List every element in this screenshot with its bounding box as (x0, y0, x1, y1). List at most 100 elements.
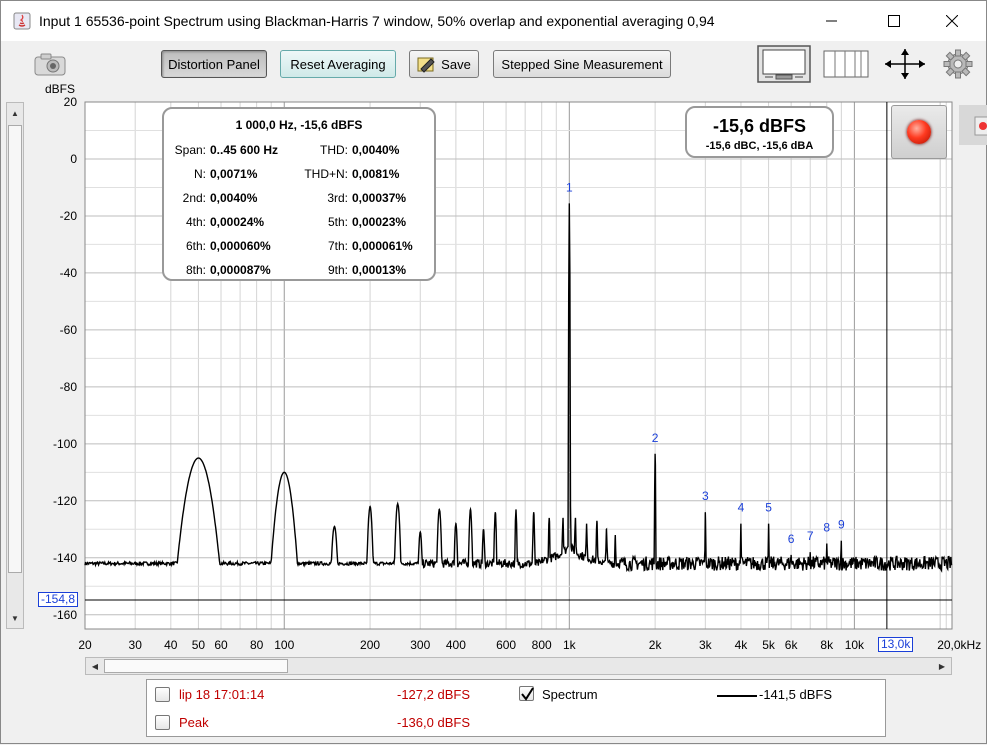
peak-name: Peak (179, 715, 209, 730)
h7-label: 7th: (327, 239, 348, 253)
checkmark-icon (521, 687, 534, 701)
y-tick-label: 0 (70, 152, 77, 166)
spectrum-checkbox[interactable] (519, 686, 534, 701)
distortion-info-panel: 1 000,0 Hz, -15,6 dBFS Span: 0..45 600 H… (162, 107, 436, 281)
h7-value: 0,000061% (352, 239, 413, 253)
x-tick-label: 50 (192, 638, 206, 652)
span-value: 0..45 600 Hz (210, 143, 279, 157)
save-pencil-icon (417, 57, 435, 73)
vertical-scroll-thumb[interactable] (8, 125, 22, 573)
y-tick-label: -20 (60, 209, 78, 223)
x-tick-label: 200 (360, 638, 380, 652)
level-weighted-values: -15,6 dBC, -15,6 dBA (705, 140, 814, 152)
side-panel-edge (959, 105, 987, 145)
x-tick-label: 20,0kHz (937, 638, 981, 652)
maximize-button[interactable] (871, 1, 917, 41)
window-title: Input 1 65536-point Spectrum using Black… (39, 13, 715, 29)
camera-icon (34, 53, 66, 76)
spectrum-line-swatch (717, 695, 757, 697)
screenshot-button[interactable] (31, 51, 69, 79)
h9-label: 9th: (327, 263, 348, 277)
close-icon (946, 15, 958, 27)
peak-checkbox[interactable] (155, 715, 170, 730)
save-button[interactable]: Save (409, 50, 479, 78)
x-tick-label: 20 (78, 638, 92, 652)
x-cursor-readout: 13,0k (878, 637, 914, 652)
minimize-icon (826, 20, 837, 22)
trace-legend: lip 18 17:01:14 -127,2 dBFS Peak -136,0 … (146, 679, 886, 737)
x-tick-label: 3k (699, 638, 713, 652)
h5-label: 5th: (327, 215, 348, 229)
vertical-grid-icon (823, 50, 869, 78)
x-tick-label: 400 (446, 638, 466, 652)
pan-zoom-button[interactable] (881, 45, 929, 83)
x-tick-label: 30 (129, 638, 143, 652)
distortion-panel-button[interactable]: Distortion Panel (161, 50, 267, 78)
h2-label: 2nd: (182, 191, 206, 205)
scroll-down-arrow-icon[interactable]: ▼ (11, 613, 19, 623)
x-tick-label: 40 (164, 638, 178, 652)
h8-value: 0,000087% (210, 263, 271, 277)
y-tick-label: -80 (60, 380, 78, 394)
scroll-right-arrow-icon[interactable]: ▶ (938, 661, 946, 671)
x-tick-label: 60 (214, 638, 228, 652)
x-tick-label: 600 (496, 638, 516, 652)
thdn-label: THD+N: (304, 167, 348, 181)
record-button[interactable] (891, 105, 947, 159)
x-tick-label: 300 (410, 638, 430, 652)
x-tick-label: 1k (563, 638, 577, 652)
y-tick-label: -120 (53, 494, 77, 508)
thd-label: THD: (320, 143, 348, 157)
maximize-icon (888, 15, 900, 27)
y-tick-label: -60 (60, 323, 78, 337)
n-label: N: (194, 167, 206, 181)
stepped-sine-button[interactable]: Stepped Sine Measurement (493, 50, 671, 78)
close-button[interactable] (929, 1, 975, 41)
vertical-scrollbar[interactable]: ▲ ▼ (6, 102, 24, 629)
h6-label: 6th: (185, 239, 206, 253)
scroll-left-arrow-icon[interactable]: ◀ (91, 661, 99, 671)
y-axis-unit: dBFS (45, 82, 76, 96)
move-arrows-icon (885, 49, 925, 79)
x-tick-label: 100 (274, 638, 294, 652)
h3-label: 3rd: (327, 191, 348, 205)
trace1-name: lip 18 17:01:14 (179, 687, 265, 702)
horizontal-scroll-thumb[interactable] (104, 659, 288, 673)
minimize-button[interactable] (809, 1, 855, 41)
spectrum-value: -141,5 dBFS (759, 687, 832, 702)
gear-icon (943, 49, 973, 79)
x-tick-label: 2k (649, 638, 663, 652)
view-layout-button[interactable] (757, 45, 811, 83)
title-bar: Input 1 65536-point Spectrum using Black… (1, 1, 986, 41)
y-tick-label: -100 (53, 437, 77, 451)
grid-toggle-button[interactable] (823, 45, 869, 83)
panel-edge-icon (974, 116, 987, 136)
monitor-layout-icon (757, 45, 811, 83)
trace1-checkbox[interactable] (155, 687, 170, 702)
x-tick-label: 5k (762, 638, 776, 652)
x-tick-label: 10k (845, 638, 865, 652)
java-app-icon (13, 12, 31, 30)
peak-value: -136,0 dBFS (397, 715, 470, 730)
level-main-value: -15,6 dBFS (712, 116, 807, 136)
settings-button[interactable] (941, 45, 975, 83)
record-led-icon (907, 120, 931, 144)
h9-value: 0,00013% (352, 263, 407, 277)
h8-label: 8th: (185, 263, 206, 277)
y-tick-label: -140 (53, 551, 77, 565)
h6-value: 0,000060% (210, 239, 271, 253)
y-cursor-readout: -154,8 (38, 592, 79, 607)
x-tick-label: 8k (820, 638, 834, 652)
scroll-up-arrow-icon[interactable]: ▲ (11, 108, 19, 118)
x-tick-label: 6k (785, 638, 799, 652)
x-tick-label: 4k (735, 638, 749, 652)
x-tick-label: 800 (532, 638, 552, 652)
y-tick-label: -160 (53, 608, 77, 622)
y-tick-label: -40 (60, 266, 78, 280)
x-tick-label: 80 (250, 638, 264, 652)
h2-value: 0,0040% (210, 191, 258, 205)
info-header: 1 000,0 Hz, -15,6 dBFS (235, 118, 363, 132)
reset-averaging-button[interactable]: Reset Averaging (280, 50, 396, 78)
h5-value: 0,00023% (352, 215, 407, 229)
horizontal-scrollbar[interactable]: ◀ ▶ (85, 657, 952, 675)
